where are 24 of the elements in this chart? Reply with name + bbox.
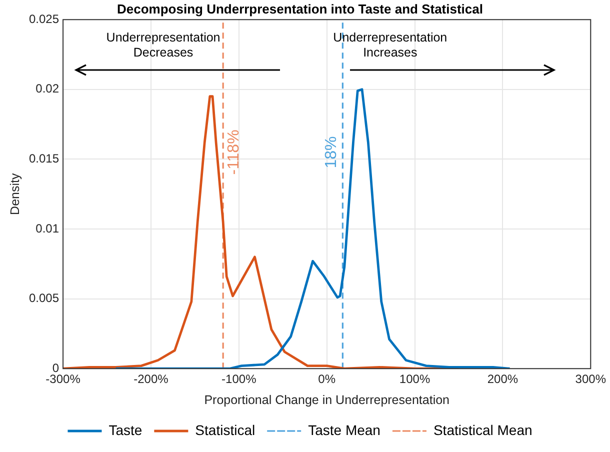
y-tick-label: 0.01 [36, 221, 60, 236]
x-tick-label: 0% [318, 372, 336, 386]
x-tick-label: -200% [134, 372, 169, 386]
x-tick-label: 200% [487, 372, 518, 386]
annotation: Underrepresentation Decreases [106, 30, 220, 60]
annotation: Underrepresentation Increases [333, 30, 448, 60]
x-tick-label: -300% [46, 372, 81, 386]
y-tick-label: 0 [52, 360, 60, 375]
x-axis-title: Proportional Change in Underrepresentation [204, 392, 450, 407]
y-axis-title: Density [8, 172, 22, 215]
legend-label: Statistical Mean [433, 422, 532, 438]
y-tick-label: 0.005 [29, 291, 60, 306]
y-tick-label: 0.025 [29, 12, 60, 26]
legend-label: Statistical [195, 422, 256, 438]
y-tick-label: 0.02 [36, 82, 60, 96]
chart-title: Decomposing Underrpresentation into Taste and Statistical [117, 1, 483, 16]
x-tick-label: 100% [399, 372, 430, 386]
x-tick-label: 300% [575, 372, 606, 386]
annotation: -118% [225, 130, 242, 175]
legend-label: Taste [108, 422, 142, 438]
legend-label: Taste Mean [308, 422, 380, 438]
annotation: 18% [323, 136, 340, 168]
y-tick-label: 0.015 [29, 152, 60, 166]
x-tick-label: -100% [222, 372, 257, 386]
